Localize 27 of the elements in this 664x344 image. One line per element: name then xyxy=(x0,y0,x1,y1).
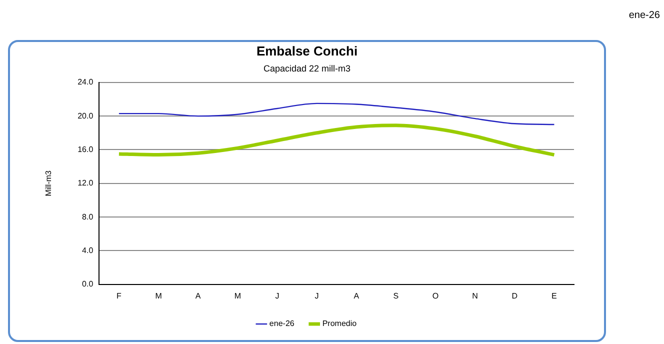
x-tick-label: J xyxy=(314,291,319,300)
x-tick-label: N xyxy=(472,291,478,300)
x-tick-label: S xyxy=(393,291,399,300)
chart-title: Embalse Conchi xyxy=(256,43,358,58)
x-tick-label: M xyxy=(234,291,242,300)
x-tick-label: A xyxy=(195,291,202,300)
x-tick-label: O xyxy=(432,291,439,300)
x-tick-label: F xyxy=(116,291,122,300)
x-tick-label: D xyxy=(512,291,518,300)
text: ene-26 xyxy=(628,10,660,21)
y-tick-label: 20.0 xyxy=(78,111,94,120)
y-tick-label: 0.0 xyxy=(82,280,94,289)
line-series xyxy=(118,102,555,126)
y-tick-label: 12.0 xyxy=(78,178,94,188)
y-tick-label: 4.0 xyxy=(82,246,94,255)
legend-label: Promedio xyxy=(322,319,358,328)
x-tick-label: J xyxy=(275,291,280,300)
x-tick-label: A xyxy=(354,291,360,300)
y-tick-label: 8.0 xyxy=(82,212,94,222)
x-tick-label: M xyxy=(155,291,162,300)
y-axis-title: Mill-m3 xyxy=(44,170,54,196)
x-tick-label: E xyxy=(552,291,557,300)
y-tick-label: 24.0 xyxy=(78,78,94,87)
legend-label: ene-26 xyxy=(269,319,295,328)
y-tick-label: 16.0 xyxy=(78,144,94,154)
line-series xyxy=(117,124,556,157)
chart-subtitle: Capacidad 22 mill-m3 xyxy=(263,63,351,74)
